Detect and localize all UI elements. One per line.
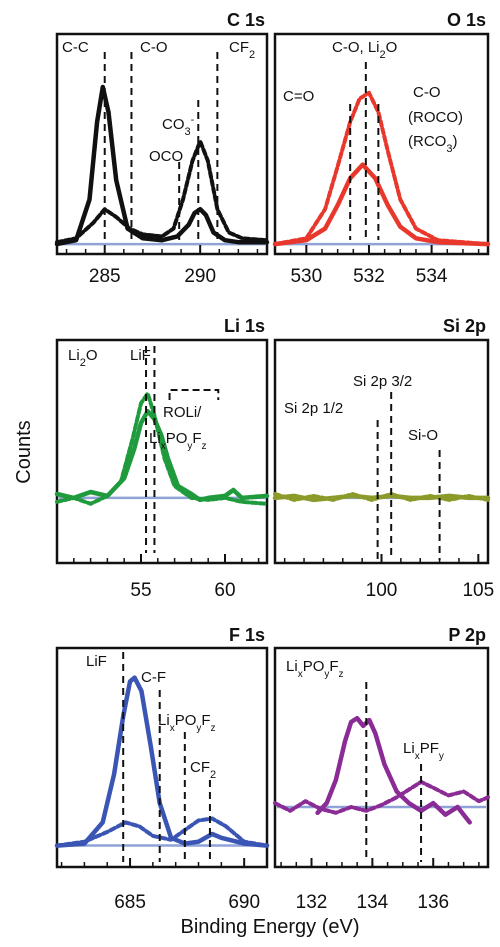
y-axis-label: Counts xyxy=(13,420,35,483)
label-lixpfy: LixPFy xyxy=(403,740,444,762)
panel-li1s-frame xyxy=(55,338,269,565)
label-lif-f: LiF xyxy=(86,653,107,670)
series-o1s-solid xyxy=(272,162,491,247)
panel-o1s: O 1s 530 532 534 C-O, Li2O C=O C-O (ROCO) … xyxy=(272,10,491,287)
panel-si2p-labels: Si 2p 3/2 Si 2p 1/2 Si-O xyxy=(284,373,438,444)
label-lixpoyfz-f: LixPOyFz xyxy=(158,712,216,734)
panel-f1s-markers xyxy=(122,652,211,862)
tick-label-f1s-1: 690 xyxy=(228,892,260,913)
panel-o1s-labels: C-O, Li2O C=O C-O (ROCO) (RCO3) xyxy=(283,39,463,155)
panel-li1s-title: Li 1s xyxy=(224,316,265,336)
panel-li1s-labels: Li2O LiF ROLi/ LixPOyFz xyxy=(68,347,207,452)
label-si-o: Si-O xyxy=(408,427,438,444)
label-si-2p-12: Si 2p 1/2 xyxy=(284,400,343,417)
panel-c1s: C 1s 285 290 C-C C-O CF2 CO3- OCO xyxy=(54,10,270,287)
tick-label-c1s-0: 285 xyxy=(89,266,121,287)
label-lif: LiF xyxy=(130,347,151,364)
panel-o1s-markers xyxy=(349,62,380,240)
tick-label-c1s-1: 290 xyxy=(184,266,216,287)
tick-label-o1s-2: 534 xyxy=(416,266,448,287)
tick-label-p2p-0: 132 xyxy=(296,892,328,913)
series-p2p-solid xyxy=(315,715,472,825)
series-c1s-dashed xyxy=(55,139,269,245)
panel-f1s: F 1s 685 690 LiF C-F LixPOyFz CF2 xyxy=(54,625,270,913)
panel-c1s-ticks: 285 290 xyxy=(65,245,259,287)
panel-o1s-ticks: 530 532 534 xyxy=(274,245,480,287)
panel-si2p-title: Si 2p xyxy=(443,316,486,336)
label-c-o-roco-3: (RCO3) xyxy=(408,133,457,155)
panel-o1s-frame xyxy=(273,32,490,256)
panel-si2p: Si 2p 100 105 Si 2p 3/2 Si 2p 1/2 Si-O xyxy=(272,316,494,601)
label-c-o-roco-1: C-O xyxy=(413,84,441,101)
panel-f1s-ticks: 685 690 xyxy=(60,858,268,913)
tick-label-f1s-0: 685 xyxy=(114,892,146,913)
panel-si2p-markers xyxy=(376,392,441,560)
panel-si2p-plot xyxy=(272,492,491,503)
panel-p2p-markers xyxy=(365,682,423,862)
panel-li1s: Li 1s 55 60 Li2O LiF ROLi/ LixPOyFz xyxy=(54,316,270,601)
series-o1s-dashed xyxy=(273,90,490,247)
series-p2p-dashed xyxy=(273,779,490,815)
series-si2p-dashed xyxy=(273,492,490,502)
panel-c1s-title: C 1s xyxy=(227,10,265,30)
tick-label-p2p-1: 134 xyxy=(357,892,389,913)
series-f1s-solid xyxy=(54,675,270,848)
panel-c1s-plot xyxy=(54,84,270,247)
panel-li1s-markers xyxy=(145,346,220,553)
panel-p2p-ticks: 132 134 136 xyxy=(280,858,480,913)
label-co3: CO3- xyxy=(162,114,195,138)
tick-label-li1s-1: 60 xyxy=(214,580,235,601)
tick-label-li1s-0: 55 xyxy=(130,580,151,601)
panel-p2p-title: P 2p xyxy=(448,625,486,645)
panel-f1s-frame xyxy=(55,646,269,869)
tick-label-o1s-0: 530 xyxy=(290,266,322,287)
panel-f1s-plot xyxy=(54,675,270,848)
panel-p2p-labels: LixPOyFz LixPFy xyxy=(286,658,444,762)
label-si-2p-32: Si 2p 3/2 xyxy=(353,373,412,390)
panel-f1s-title: F 1s xyxy=(229,625,265,645)
label-c-c: C-C xyxy=(62,39,89,56)
panel-si2p-ticks: 100 105 xyxy=(283,554,494,601)
label-cf2: CF2 xyxy=(229,39,255,61)
panel-li1s-ticks: 55 60 xyxy=(56,554,260,601)
tick-label-si2p-1: 105 xyxy=(462,580,494,601)
label-roli: ROLi/ xyxy=(163,404,202,421)
label-c-f: C-F xyxy=(141,669,166,686)
label-c-eq-o: C=O xyxy=(283,88,314,105)
label-li2o: Li2O xyxy=(68,347,97,369)
label-cf2-f: CF2 xyxy=(190,759,216,781)
label-c-o: C-O xyxy=(140,39,168,56)
panel-c1s-frame xyxy=(55,32,269,256)
panel-f1s-labels: LiF C-F LixPOyFz CF2 xyxy=(86,653,216,781)
panel-o1s-plot xyxy=(272,90,491,247)
label-lixpoyfz: LixPOyFz xyxy=(149,430,207,452)
panel-p2p-plot xyxy=(273,715,490,825)
panel-c1s-markers xyxy=(103,52,219,240)
bracket-roli xyxy=(168,389,220,400)
tick-label-p2p-2: 136 xyxy=(417,892,449,913)
x-axis-label: Binding Energy (eV) xyxy=(181,916,360,938)
tick-label-si2p-0: 100 xyxy=(366,580,398,601)
label-c-o-li2o: C-O, Li2O xyxy=(332,39,397,61)
panel-p2p-frame xyxy=(273,646,490,869)
series-c1s-solid xyxy=(54,84,270,247)
label-lixpoyfz-p: LixPOyFz xyxy=(286,658,344,680)
series-f1s-dashed xyxy=(55,816,269,848)
panel-c1s-labels: C-C C-O CF2 CO3- OCO xyxy=(62,39,255,165)
tick-label-o1s-1: 532 xyxy=(353,266,385,287)
panel-o1s-title: O 1s xyxy=(447,10,486,30)
label-oco: OCO xyxy=(149,148,183,165)
label-c-o-roco-2: (ROCO) xyxy=(408,109,463,126)
series-li1s-dashed xyxy=(55,391,269,506)
panel-li1s-plot xyxy=(54,391,270,506)
panel-p2p: P 2p 132 134 136 LixPOyFz LixPFy xyxy=(273,625,490,913)
